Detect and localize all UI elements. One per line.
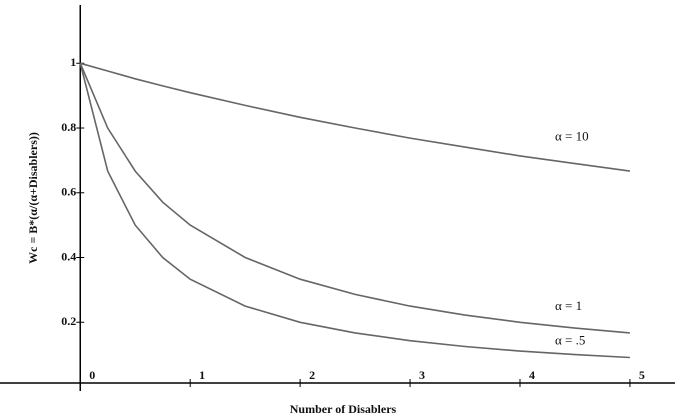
x-tick-label: 3 — [419, 368, 425, 382]
line — [79, 62, 630, 334]
y-tick-label: 0.6 — [61, 185, 76, 199]
y-axis-label: Wc = B*(α/(α+Disablers)) — [26, 132, 40, 264]
y-tick-label: 0.2 — [61, 314, 76, 328]
line — [80, 62, 631, 172]
x-tick-label: 4 — [529, 368, 535, 382]
y-tick-label: 1 — [70, 55, 76, 69]
y-tick-label: 0.8 — [61, 120, 76, 134]
series-label: α = 1 — [555, 298, 582, 313]
series-label: α = 10 — [555, 129, 589, 144]
y-tick-label: 0.4 — [61, 249, 76, 263]
x-tick-label: 5 — [639, 368, 645, 382]
series-label: α = .5 — [555, 333, 585, 348]
x-tick-label: 1 — [199, 368, 205, 382]
line — [79, 63, 630, 359]
x-tick-label: 2 — [309, 368, 315, 382]
x-tick-label: 0 — [89, 368, 95, 382]
x-axis-label: Number of Disablers — [290, 402, 397, 416]
